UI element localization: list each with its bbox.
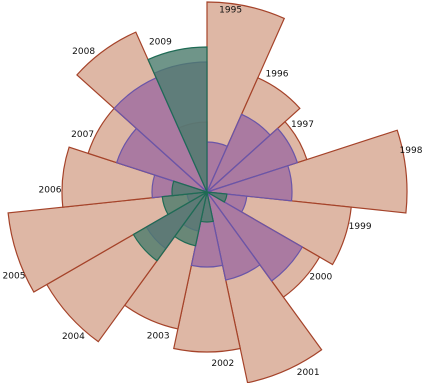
category-label-2003: 2003	[147, 332, 170, 342]
wedge-series1-1998	[206, 164, 293, 202]
category-label-2001: 2001	[297, 368, 320, 378]
category-label-2002: 2002	[211, 359, 234, 369]
wedge-series2-1999	[206, 191, 228, 203]
series-2-layer	[132, 46, 228, 262]
category-label-2008: 2008	[72, 47, 95, 57]
wedge-series2-2005	[161, 191, 208, 216]
category-labels: 1995 1996 1997 1998 1999 2000 2001 2002 2003 2004…	[3, 6, 423, 379]
category-label-2005: 2005	[3, 271, 26, 281]
category-label-2009: 2009	[149, 38, 172, 48]
category-label-1995: 1995	[219, 6, 242, 16]
wedge-series2-2009	[147, 46, 208, 193]
wedge-series2-2006	[171, 180, 208, 197]
wedge-series1-2002	[190, 191, 224, 268]
category-label-1999: 1999	[349, 222, 372, 232]
wedge-series0-2002	[173, 191, 241, 353]
category-label-2007: 2007	[71, 130, 94, 140]
category-label-1997: 1997	[291, 120, 314, 130]
category-label-1996: 1996	[266, 70, 289, 80]
wedge-series0-2005	[7, 191, 208, 293]
category-label-1998: 1998	[400, 146, 423, 156]
category-label-2000: 2000	[309, 272, 332, 282]
wedge-series1-2000	[206, 191, 304, 282]
wedge-series1-1997	[206, 127, 299, 193]
category-label-2004: 2004	[62, 332, 85, 342]
category-label-2006: 2006	[39, 186, 62, 196]
wedge-series0-1995	[206, 1, 286, 193]
wedge-series2-2004	[132, 191, 208, 262]
wedge-series1-2001	[206, 191, 261, 281]
